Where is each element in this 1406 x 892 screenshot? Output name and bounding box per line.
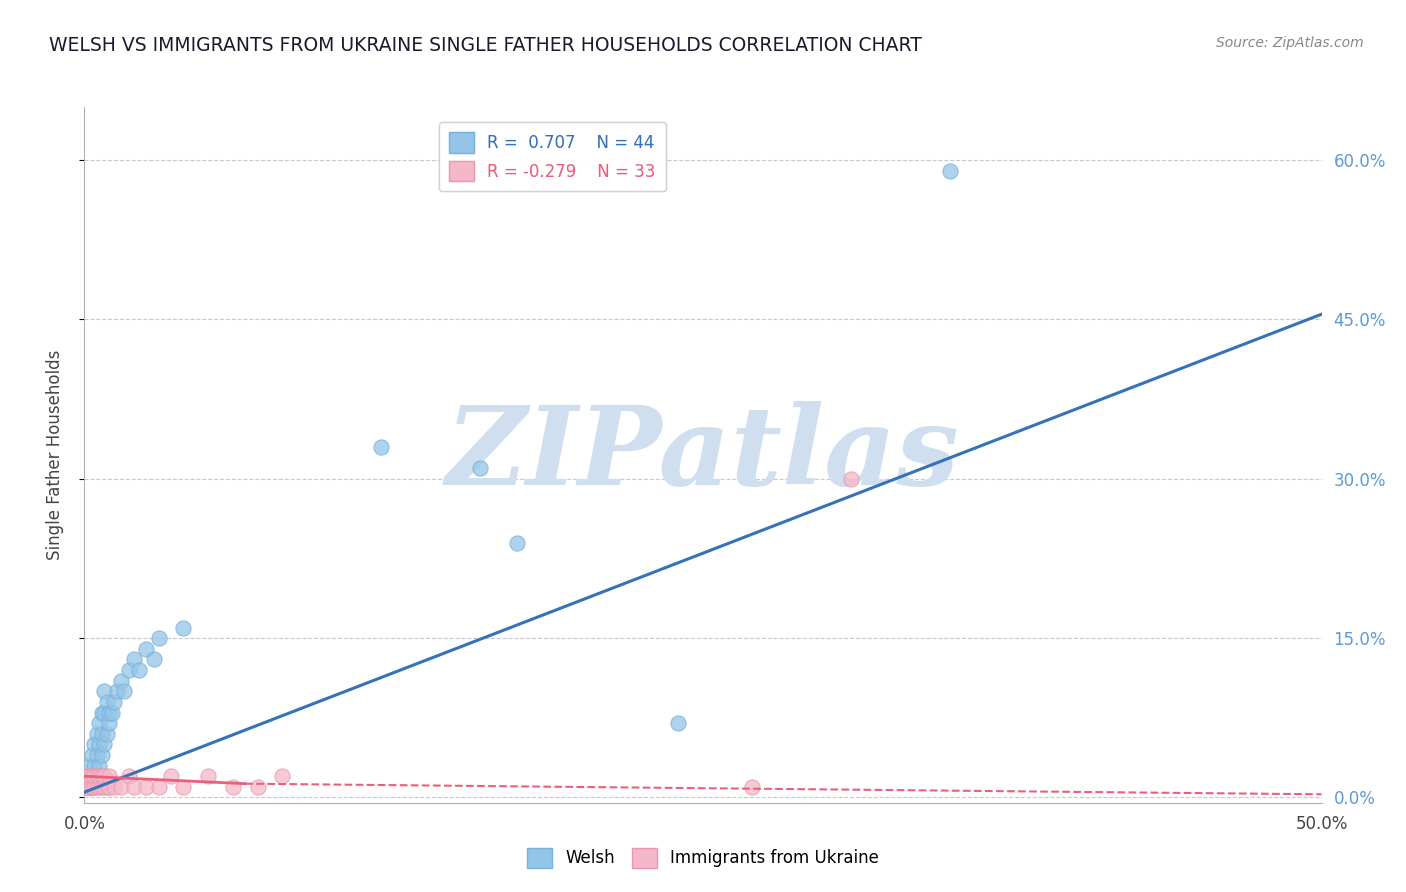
- Point: [86, 769, 108, 783]
- Point: [105, 684, 128, 698]
- Point: [93, 780, 115, 794]
- Y-axis label: Single Father Households: Single Father Households: [45, 350, 63, 560]
- Point: [103, 695, 125, 709]
- Point: [83, 758, 105, 772]
- Point: [89, 769, 111, 783]
- Point: [142, 652, 165, 666]
- Point: [96, 695, 118, 709]
- Point: [79, 780, 101, 794]
- Point: [80, 747, 103, 762]
- Point: [100, 706, 122, 720]
- Point: [89, 758, 111, 772]
- Point: [939, 163, 962, 178]
- Point: [118, 769, 141, 783]
- Point: [86, 747, 108, 762]
- Point: [89, 780, 111, 794]
- Point: [135, 780, 157, 794]
- Point: [160, 769, 183, 783]
- Point: [76, 780, 98, 794]
- Point: [76, 769, 98, 783]
- Point: [96, 780, 118, 794]
- Point: [80, 769, 103, 783]
- Point: [86, 769, 108, 783]
- Point: [76, 769, 98, 783]
- Point: [128, 663, 150, 677]
- Point: [93, 769, 115, 783]
- Point: [80, 780, 103, 794]
- Point: [83, 780, 105, 794]
- Point: [148, 631, 170, 645]
- Point: [271, 769, 294, 783]
- Point: [83, 780, 105, 794]
- Point: [135, 641, 157, 656]
- Point: [80, 780, 103, 794]
- Point: [666, 716, 689, 731]
- Point: [197, 769, 219, 783]
- Point: [112, 684, 135, 698]
- Legend: Welsh, Immigrants from Ukraine: Welsh, Immigrants from Ukraine: [520, 841, 886, 875]
- Point: [86, 727, 108, 741]
- Point: [79, 769, 101, 783]
- Point: [172, 621, 194, 635]
- Point: [90, 727, 112, 741]
- Text: ZIPatlas: ZIPatlas: [446, 401, 960, 508]
- Point: [93, 738, 115, 752]
- Point: [98, 706, 121, 720]
- Legend: R =  0.707    N = 44, R = -0.279    N = 33: R = 0.707 N = 44, R = -0.279 N = 33: [439, 122, 666, 191]
- Point: [83, 769, 105, 783]
- Point: [80, 769, 103, 783]
- Point: [93, 706, 115, 720]
- Point: [86, 780, 108, 794]
- Point: [98, 780, 121, 794]
- Point: [222, 780, 245, 794]
- Text: WELSH VS IMMIGRANTS FROM UKRAINE SINGLE FATHER HOUSEHOLDS CORRELATION CHART: WELSH VS IMMIGRANTS FROM UKRAINE SINGLE …: [49, 36, 922, 54]
- Point: [79, 780, 101, 794]
- Point: [83, 738, 105, 752]
- Point: [96, 727, 118, 741]
- Point: [741, 780, 763, 794]
- Point: [79, 758, 101, 772]
- Point: [110, 780, 132, 794]
- Point: [103, 780, 125, 794]
- Point: [98, 769, 121, 783]
- Point: [470, 461, 492, 475]
- Point: [110, 673, 132, 688]
- Point: [172, 780, 194, 794]
- Point: [76, 780, 98, 794]
- Point: [148, 780, 170, 794]
- Point: [506, 535, 529, 549]
- Point: [118, 663, 141, 677]
- Point: [90, 706, 112, 720]
- Point: [98, 716, 121, 731]
- Point: [89, 738, 111, 752]
- Point: [122, 652, 145, 666]
- Point: [370, 440, 392, 454]
- Point: [90, 747, 112, 762]
- Text: Source: ZipAtlas.com: Source: ZipAtlas.com: [1216, 36, 1364, 50]
- Point: [79, 769, 101, 783]
- Point: [90, 769, 112, 783]
- Point: [841, 472, 863, 486]
- Point: [122, 780, 145, 794]
- Point: [93, 684, 115, 698]
- Point: [90, 780, 112, 794]
- Point: [89, 716, 111, 731]
- Point: [246, 780, 269, 794]
